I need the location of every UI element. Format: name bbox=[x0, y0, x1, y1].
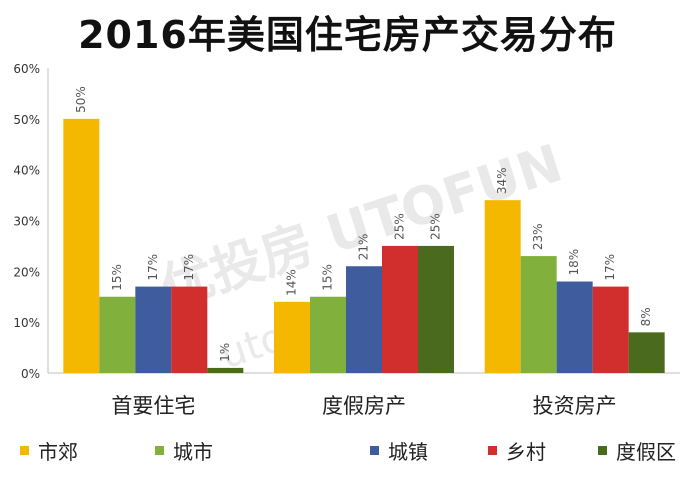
bar-2-1 bbox=[520, 256, 557, 373]
data-label: 23% bbox=[531, 223, 545, 250]
legend-label: 度假区 bbox=[616, 440, 676, 464]
y-tick-label: 10% bbox=[13, 316, 40, 330]
legend-swatch bbox=[598, 446, 607, 455]
bar-0-2 bbox=[135, 286, 172, 373]
legend-label: 乡村 bbox=[506, 440, 546, 464]
legend-label: 市郊 bbox=[38, 440, 78, 464]
y-tick-label: 20% bbox=[13, 265, 40, 279]
data-label: 14% bbox=[285, 269, 299, 296]
chart-title: 2016年美国住宅房产交易分布 bbox=[78, 13, 617, 57]
bar-1-4 bbox=[418, 245, 454, 373]
y-tick-label: 0% bbox=[21, 367, 40, 381]
bar-1-0 bbox=[274, 301, 310, 373]
legend-swatch bbox=[155, 446, 164, 455]
legend-label: 城镇 bbox=[388, 440, 428, 464]
bar-2-0 bbox=[484, 200, 521, 373]
data-label: 25% bbox=[393, 213, 407, 240]
data-label: 17% bbox=[603, 254, 617, 281]
legend-label: 城市 bbox=[173, 440, 213, 464]
data-label: 25% bbox=[429, 213, 443, 240]
data-label: 15% bbox=[321, 264, 335, 291]
category-label: 首要住宅 bbox=[111, 394, 195, 418]
data-label: 15% bbox=[110, 264, 124, 291]
legend-swatch bbox=[488, 446, 497, 455]
bar-1-2 bbox=[346, 266, 382, 373]
category-label: 投资房产 bbox=[533, 394, 617, 418]
data-label: 18% bbox=[567, 249, 581, 276]
y-tick-label: 40% bbox=[13, 164, 40, 178]
legend-swatch bbox=[20, 446, 29, 455]
bar-2-4 bbox=[628, 332, 665, 373]
y-tick-label: 50% bbox=[13, 113, 40, 127]
data-label: 17% bbox=[146, 254, 160, 281]
data-label: 21% bbox=[357, 234, 371, 261]
data-label: 1% bbox=[218, 343, 232, 362]
bar-1-3 bbox=[382, 245, 418, 373]
bar-0-3 bbox=[171, 286, 208, 373]
bar-0-4 bbox=[207, 367, 244, 373]
bar-0-0 bbox=[63, 118, 100, 373]
bar-2-2 bbox=[556, 281, 593, 373]
y-tick-label: 60% bbox=[13, 62, 40, 76]
data-label: 50% bbox=[74, 86, 88, 113]
data-label: 34% bbox=[495, 167, 509, 194]
bar-1-1 bbox=[310, 296, 346, 373]
category-label: 度假房产 bbox=[322, 394, 406, 418]
y-tick-label: 30% bbox=[13, 215, 40, 229]
data-label: 8% bbox=[639, 307, 653, 326]
legend-swatch bbox=[370, 446, 379, 455]
bar-0-1 bbox=[99, 296, 136, 373]
bar-2-3 bbox=[592, 286, 629, 373]
data-label: 17% bbox=[182, 254, 196, 281]
